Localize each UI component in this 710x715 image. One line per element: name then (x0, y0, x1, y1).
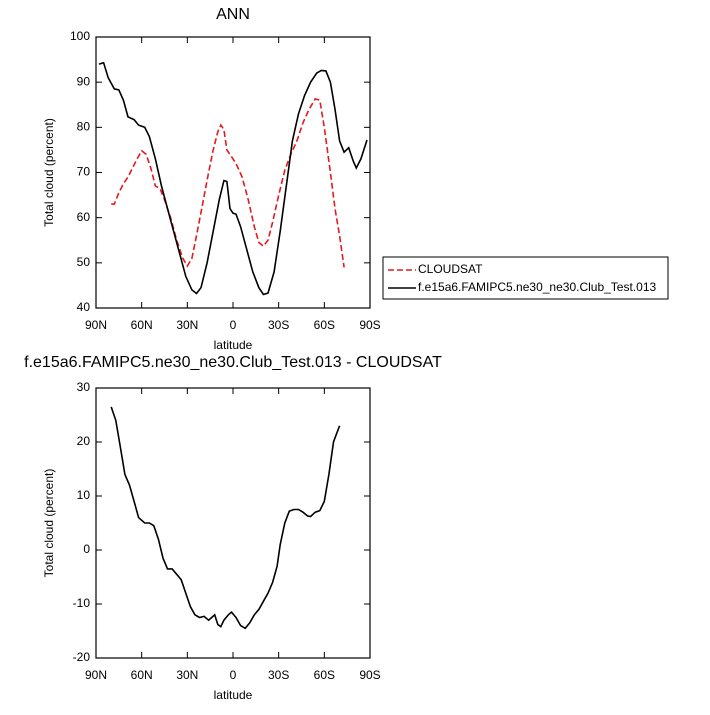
y-tick-label: 0 (83, 542, 90, 556)
plot-frame (95, 387, 371, 659)
data-line (111, 97, 345, 268)
data-line (98, 61, 368, 296)
y-axis-label: Total cloud (percent) (42, 469, 56, 578)
y-tick-label: 90 (77, 74, 91, 88)
chart-title: f.e15a6.FAMIPC5.ne30_ne30.Club_Test.013 … (24, 354, 442, 371)
x-tick-label: 90S (359, 668, 380, 682)
y-tick-label: 100 (70, 29, 90, 43)
x-tick-label: 0 (230, 318, 237, 332)
x-tick-label: 90S (359, 318, 380, 332)
y-tick-label: -20 (73, 650, 91, 664)
x-tick-label: 90N (85, 318, 107, 332)
legend-box (382, 256, 669, 300)
y-tick-label: 50 (77, 255, 91, 269)
x-tick-label: 60N (131, 318, 153, 332)
y-tick-label: 80 (77, 120, 91, 134)
y-tick-label: 60 (77, 210, 91, 224)
x-tick-label: 60S (314, 668, 335, 682)
x-axis-label: latitude (214, 338, 253, 352)
x-tick-label: 30S (268, 668, 289, 682)
x-tick-label: 30N (176, 668, 198, 682)
x-tick-label: 30N (176, 318, 198, 332)
x-axis-label: latitude (214, 688, 253, 702)
x-tick-label: 30S (268, 318, 289, 332)
x-tick-label: 60S (314, 318, 335, 332)
chart-title: ANN (216, 6, 250, 23)
y-tick-label: 40 (77, 300, 91, 314)
y-tick-label: 70 (77, 165, 91, 179)
plot-frame (95, 36, 371, 309)
legend-label: CLOUDSAT (418, 262, 483, 276)
data-line (110, 406, 341, 630)
x-tick-label: 60N (131, 668, 153, 682)
y-tick-label: 20 (77, 434, 91, 448)
y-tick-label: -10 (73, 596, 91, 610)
y-axis-label: Total cloud (percent) (42, 118, 56, 227)
y-tick-label: 30 (77, 380, 91, 394)
legend-label: f.e15a6.FAMIPC5.ne30_ne30.Club_Test.013 (418, 280, 656, 294)
x-tick-label: 90N (85, 668, 107, 682)
x-tick-label: 0 (230, 668, 237, 682)
y-tick-label: 10 (77, 488, 91, 502)
